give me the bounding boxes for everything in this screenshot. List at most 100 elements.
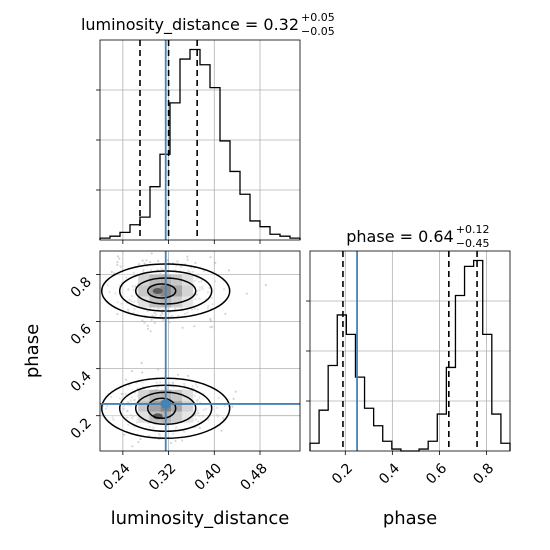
sample-point [176, 373, 180, 376]
density-cell [182, 285, 194, 297]
sample-point [175, 264, 178, 267]
sample-point [126, 409, 129, 413]
sample-point [197, 411, 200, 415]
sample-point [125, 378, 128, 381]
sample-point [133, 300, 136, 303]
sample-point [207, 418, 210, 421]
phase-y-tick-label-2: 0.6 [68, 321, 95, 348]
sample-point [106, 284, 109, 287]
sample-point [133, 398, 136, 401]
phase-x-tick-label-1: 0.4 [376, 460, 403, 487]
sample-point [148, 425, 151, 428]
contour-level-3 [146, 283, 177, 299]
sample-point [146, 310, 149, 313]
sample-point [181, 439, 184, 442]
phase-y-tick-label-0: 0.2 [68, 415, 95, 442]
sample-point [131, 370, 134, 373]
sample-point [156, 307, 159, 310]
hist1-ticks [96, 89, 261, 244]
sample-point [198, 289, 201, 292]
sample-point [211, 325, 214, 328]
sample-point [196, 409, 199, 412]
sample-point [154, 313, 158, 316]
joint-posterior-panel: 0.24 0.32 0.40 0.48 0.2 0.4 0.6 0.8 luminosity… [22, 250, 301, 529]
sample-point [217, 396, 220, 400]
sample-point [128, 384, 131, 387]
sample-point [131, 285, 134, 288]
sample-point [132, 289, 135, 292]
sample-point [161, 312, 164, 315]
sample-point [166, 424, 169, 427]
sample-point [222, 416, 225, 420]
sample-point [202, 270, 205, 273]
sample-point [136, 387, 139, 390]
sample-point [191, 308, 194, 311]
sample-point [194, 261, 197, 265]
density-cell [171, 400, 183, 412]
luminosity-distance-title: luminosity_distance = 0.32 [81, 15, 299, 35]
sample-point [201, 285, 204, 288]
sample-point [159, 314, 162, 317]
sample-point [129, 413, 132, 417]
sample-point [168, 381, 171, 384]
density-cell [138, 411, 150, 423]
sample-point [183, 430, 186, 433]
density-cell [138, 285, 150, 297]
sample-point [119, 397, 122, 400]
density-cell [138, 389, 150, 401]
sample-point [209, 326, 212, 329]
sample-point [158, 307, 161, 310]
sample-point [133, 399, 136, 402]
sample-point [216, 406, 219, 409]
joint-truth-point [160, 398, 171, 409]
sample-point [187, 269, 190, 272]
sample-point [137, 263, 140, 266]
sample-point [125, 276, 128, 279]
sample-point [156, 385, 159, 389]
sample-point [134, 285, 137, 288]
hist2-grid [310, 251, 510, 451]
sample-point [105, 407, 108, 410]
sample-point [134, 285, 137, 288]
sample-point [127, 288, 130, 291]
sample-point [135, 421, 139, 424]
sample-point [198, 414, 201, 417]
lum-dist-tick-label-1: 0.32 [146, 461, 179, 494]
sample-point [194, 298, 197, 301]
sample-point [210, 296, 213, 300]
sample-point [183, 382, 186, 385]
sample-point [186, 311, 189, 314]
density-cell [149, 400, 161, 412]
sample-point [172, 386, 175, 389]
sample-point [133, 308, 136, 311]
sample-point [149, 261, 152, 264]
sample-point [130, 417, 134, 420]
sample-point [132, 271, 135, 274]
sample-point [224, 312, 227, 315]
joint-frame [99, 250, 301, 452]
sample-point [146, 324, 149, 327]
sample-point [168, 321, 171, 324]
sample-point [120, 302, 123, 305]
sample-point [207, 304, 210, 307]
sample-point [234, 390, 237, 393]
sample-point [150, 318, 153, 321]
sample-point [196, 385, 199, 389]
sample-point [123, 407, 126, 410]
luminosity-distance-title-upper: +0.05 [301, 11, 335, 24]
lum-dist-tick-label-0: 0.24 [100, 460, 133, 493]
density-cell [182, 296, 194, 308]
sample-point [126, 401, 129, 404]
sample-point [209, 317, 212, 320]
sample-point [159, 314, 163, 317]
sample-point [129, 399, 132, 402]
sample-point [156, 268, 159, 271]
sample-point [160, 311, 163, 314]
phase-title-main: phase = 0.64 [346, 227, 453, 246]
sample-point [141, 381, 144, 384]
sample-point [136, 418, 139, 421]
sample-point [209, 256, 212, 259]
sample-point [181, 326, 184, 329]
sample-point [201, 287, 204, 290]
